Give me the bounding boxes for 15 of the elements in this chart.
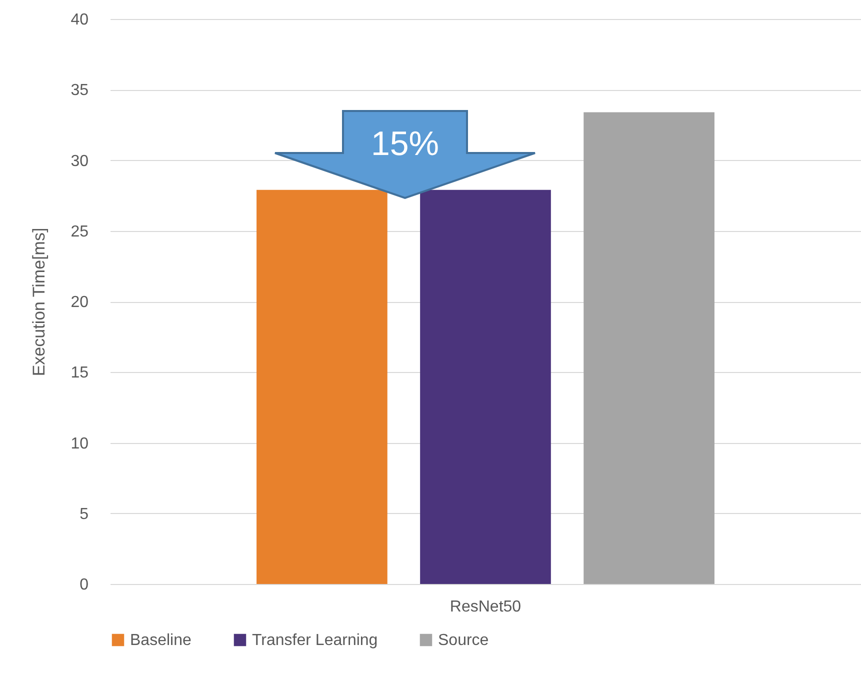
y-tick-label: 25 bbox=[70, 223, 89, 240]
annotation: 15% bbox=[370, 124, 440, 164]
y-tick-label: 30 bbox=[70, 152, 89, 170]
y-tick-label: 20 bbox=[70, 294, 89, 311]
x-tick-label: ResNet50 bbox=[450, 598, 522, 616]
y-axis-title: Execution Time[ms] bbox=[30, 228, 49, 376]
y-tick-label: 10 bbox=[70, 435, 89, 452]
y-tick-label: 5 bbox=[80, 506, 89, 523]
legend-label: Source bbox=[438, 632, 489, 649]
y-tick-label: 40 bbox=[70, 12, 89, 28]
legend-label: Baseline bbox=[130, 632, 192, 649]
y-tick-label: 0 bbox=[80, 576, 89, 594]
y-tick-label: 35 bbox=[70, 82, 89, 100]
legend-label: Transfer Learning bbox=[252, 632, 378, 649]
y-tick-label: 15 bbox=[70, 364, 89, 382]
